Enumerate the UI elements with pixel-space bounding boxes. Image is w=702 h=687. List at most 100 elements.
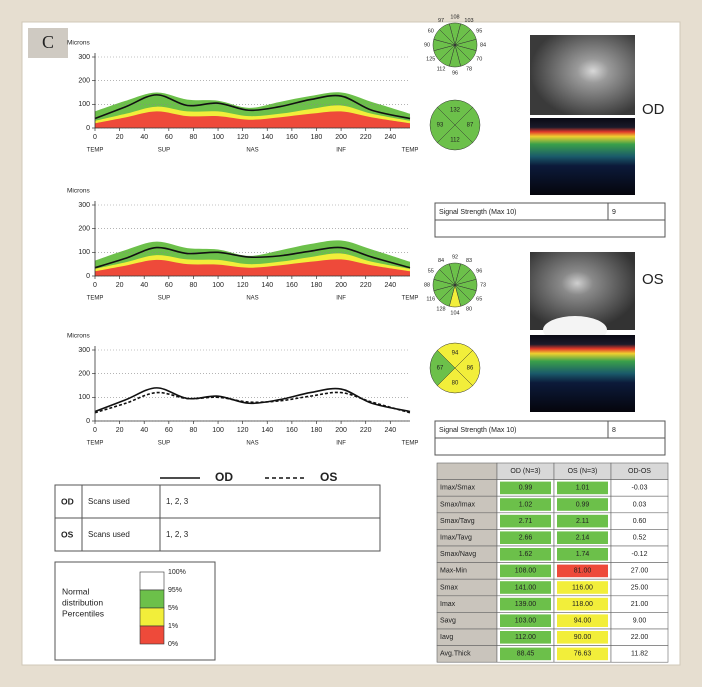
table-text: Imax — [440, 601, 456, 608]
table-text: 0.99 — [519, 485, 533, 492]
table-text: 2.71 — [519, 518, 533, 525]
clock-value: 97 — [438, 18, 444, 24]
y-tick-label: 200 — [78, 226, 90, 233]
x-tick-label: 0 — [93, 282, 97, 289]
table-text: Imax/Smax — [440, 485, 476, 492]
x-tick-label: 60 — [165, 427, 173, 434]
x-tick-label: 100 — [212, 427, 224, 434]
region-label: SUP — [158, 296, 170, 302]
eye-label: OS — [642, 271, 664, 288]
clock-value: 70 — [476, 56, 482, 62]
table-text: 2.14 — [576, 535, 590, 542]
percentile-label: 5% — [168, 605, 178, 612]
percentile-swatch — [140, 608, 164, 626]
percentile-swatch — [140, 590, 164, 608]
y-tick-label: 200 — [78, 78, 90, 85]
header-cell — [437, 463, 497, 480]
percentile-label: 1% — [168, 623, 178, 630]
x-tick-label: 160 — [286, 282, 298, 289]
y-tick-label: 0 — [86, 125, 90, 132]
clock-value: 104 — [450, 310, 459, 316]
scans-cell: 1, 2, 3 — [166, 530, 189, 539]
y-tick-label: 100 — [78, 249, 90, 256]
clock-value: 103 — [464, 18, 473, 24]
x-tick-label: 80 — [190, 134, 198, 141]
header-text: OD (N=3) — [510, 468, 540, 475]
table-text: 76.63 — [574, 651, 592, 658]
region-label: INF — [336, 148, 346, 154]
x-tick-label: 240 — [384, 282, 396, 289]
region-label: NAS — [246, 148, 258, 154]
table-text: 0.99 — [576, 501, 590, 508]
oct-image — [530, 118, 635, 195]
x-tick-label: 160 — [286, 134, 298, 141]
page: C Microns0100200300020406080100120140160… — [0, 0, 702, 687]
region-label: SUP — [158, 441, 170, 447]
x-tick-label: 60 — [165, 282, 173, 289]
table-text: 1.62 — [519, 551, 533, 558]
percentile-title: Percentiles — [62, 608, 104, 618]
table-text: 103.00 — [515, 618, 537, 625]
table-text: 94.00 — [574, 618, 592, 625]
signal-label: Signal Strength (Max 10) — [439, 427, 516, 434]
clock-value: 96 — [452, 70, 458, 76]
quadrant-value: 80 — [452, 381, 459, 387]
x-tick-label: 100 — [212, 134, 224, 141]
region-label: INF — [336, 441, 346, 447]
clock-value: 84 — [438, 258, 444, 264]
x-tick-label: 0 — [93, 134, 97, 141]
clock-value: 116 — [426, 296, 435, 302]
x-tick-label: 80 — [190, 427, 198, 434]
region-label: TEMP — [87, 296, 104, 302]
table-text: Max-Min — [440, 568, 467, 575]
signal-value: 9 — [612, 209, 616, 216]
x-tick-label: 180 — [311, 427, 323, 434]
quadrant-value: 67 — [437, 366, 444, 372]
percentile-label: 100% — [168, 569, 186, 576]
table-text: 9.00 — [633, 618, 647, 625]
scans-cell: Scans used — [88, 530, 130, 539]
table-text: 0.52 — [633, 535, 647, 542]
table-text: Smax/Tavg — [440, 518, 475, 525]
x-tick-label: 120 — [237, 134, 249, 141]
scans-cell: 1, 2, 3 — [166, 497, 189, 506]
table-text: 141.00 — [515, 584, 537, 591]
clock-value: 55 — [428, 268, 434, 274]
y-tick-label: 0 — [86, 418, 90, 425]
x-tick-label: 60 — [165, 134, 173, 141]
table-text: 0.03 — [633, 501, 647, 508]
table-text: 1.74 — [576, 551, 590, 558]
table-text: 2.11 — [576, 518, 589, 525]
header-text: OS (N=3) — [568, 468, 598, 475]
x-tick-label: 0 — [93, 427, 97, 434]
clock-value: 95 — [476, 28, 482, 34]
table-text: -0.03 — [632, 485, 648, 492]
scans-cell: OD — [61, 496, 74, 506]
legend-label: OD — [215, 470, 233, 484]
table-text: 22.00 — [631, 634, 649, 641]
oct-image — [530, 335, 635, 412]
x-tick-label: 220 — [360, 282, 372, 289]
x-tick-label: 80 — [190, 282, 198, 289]
table-text: Smax — [440, 584, 458, 591]
table-text: 1.02 — [519, 501, 533, 508]
quadrant-value: 86 — [467, 366, 474, 372]
signal-label: Signal Strength (Max 10) — [439, 209, 516, 216]
x-tick-label: 140 — [261, 282, 273, 289]
x-tick-label: 20 — [116, 427, 124, 434]
table-text: Imax/Tavg — [440, 535, 472, 542]
clock-value: 65 — [476, 296, 482, 302]
x-tick-label: 160 — [286, 427, 298, 434]
y-axis-label: Microns — [67, 333, 91, 340]
table-text: 139.00 — [515, 601, 537, 608]
clock-value: 73 — [480, 282, 486, 288]
region-label: TEMP — [87, 441, 104, 447]
x-tick-label: 140 — [261, 427, 273, 434]
x-tick-label: 240 — [384, 427, 396, 434]
signal-value: 8 — [612, 427, 616, 434]
x-tick-label: 140 — [261, 134, 273, 141]
clock-value: 96 — [476, 268, 482, 274]
y-tick-label: 0 — [86, 273, 90, 280]
percentile-title: Normal — [62, 586, 90, 596]
x-tick-label: 40 — [140, 427, 148, 434]
